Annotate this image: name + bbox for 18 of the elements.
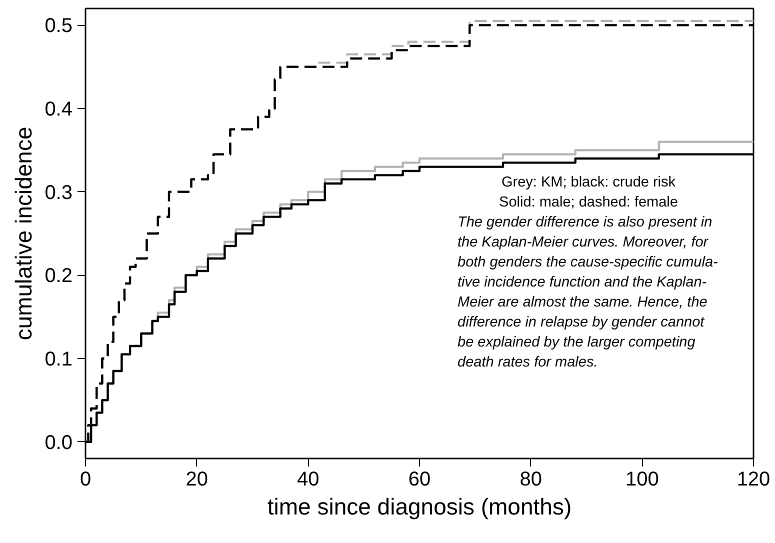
y-tick-label: 0.2 bbox=[44, 265, 73, 288]
y-tick-label: 0.3 bbox=[44, 182, 73, 204]
x-tick-label: 0 bbox=[80, 468, 92, 490]
y-tick-label: 0.4 bbox=[44, 98, 73, 120]
x-tick-label: 120 bbox=[736, 468, 770, 490]
x-tick-label: 40 bbox=[297, 468, 320, 490]
y-tick-label: 0.1 bbox=[44, 348, 73, 370]
annotation: Solid: male; dashed: female bbox=[499, 194, 678, 210]
x-tick-label: 80 bbox=[520, 468, 542, 490]
y-tick-label: 0.5 bbox=[44, 15, 73, 38]
annotation: Grey: KM; black: crude risk bbox=[501, 174, 676, 190]
x-tick-label: 60 bbox=[408, 468, 431, 490]
y-tick-label: 0.0 bbox=[44, 432, 73, 454]
x-axis-title: time since diagnosis (months) bbox=[267, 494, 572, 520]
y-axis-title: cumulative incidence bbox=[10, 126, 37, 340]
x-tick-label: 100 bbox=[625, 468, 659, 490]
annotation: The gender difference is also present in the Kaplan-Meier curves. Moreover, for both genders the cause-specific cumula- tive incidence function and the Kaplan- Meier are almost the same. Hence, the difference in relapse by gender cannot be explained by the larger competing death rates for males. bbox=[458, 214, 718, 370]
x-tick-label: 20 bbox=[186, 468, 208, 490]
